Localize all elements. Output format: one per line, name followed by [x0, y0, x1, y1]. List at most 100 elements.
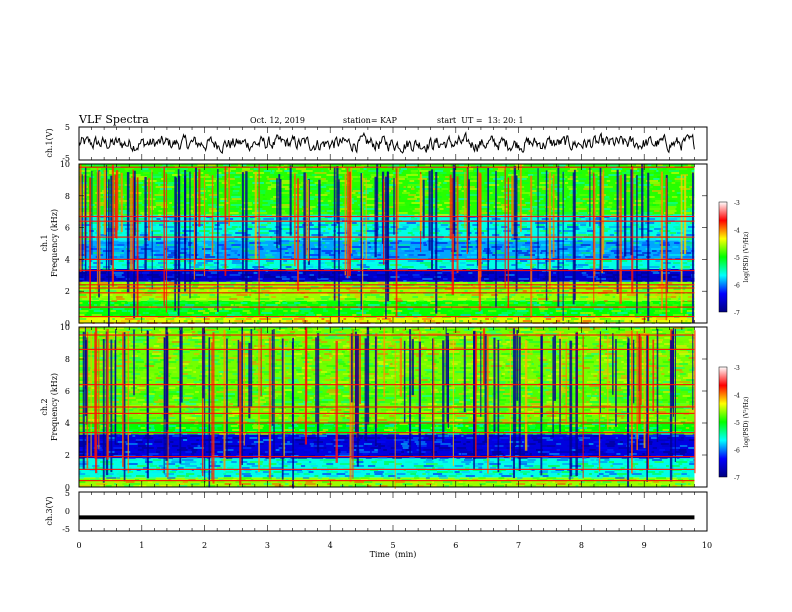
spectrogram-speckle — [644, 296, 647, 298]
spectrogram-speckle — [190, 327, 195, 329]
spectrogram-burst — [194, 167, 197, 260]
spectrogram-burst — [513, 165, 517, 240]
spectrogram-speckle — [198, 300, 209, 302]
spectrogram-speckle — [368, 170, 380, 172]
spectrogram-speckle — [647, 359, 651, 361]
spectrogram-speckle — [574, 302, 585, 304]
spectrogram-speckle — [252, 182, 264, 184]
spectrogram-speckle — [549, 329, 556, 331]
spectrogram-speckle — [408, 254, 414, 256]
spectrogram-speckle — [442, 182, 447, 184]
spectrogram-speckle — [280, 282, 285, 284]
spectrogram-speckle — [466, 341, 478, 343]
spectrogram-speckle — [645, 232, 648, 234]
spectrogram-speckle — [692, 333, 695, 335]
spectrogram-speckle — [212, 276, 222, 278]
spectrogram-speckle — [578, 248, 588, 250]
spectrogram-speckle — [98, 260, 111, 262]
spectrogram-speckle — [320, 202, 328, 204]
spectrogram-speckle — [656, 286, 659, 288]
spectrogram-speckle — [363, 208, 376, 210]
spectrogram-burst — [360, 173, 363, 310]
spectrogram-speckle — [173, 353, 183, 355]
spectrogram-speckle — [419, 262, 432, 264]
spectrogram-speckle — [585, 298, 596, 300]
spectrogram-speckle — [182, 363, 189, 365]
spectrogram-speckle — [603, 341, 611, 343]
spectrogram-speckle — [97, 234, 108, 236]
spectrogram-speckle — [241, 164, 247, 166]
spectrogram-speckle — [434, 170, 444, 172]
spectrogram-speckle — [141, 262, 146, 264]
spectrogram-speckle — [241, 170, 254, 172]
spectrogram-speckle — [439, 268, 443, 270]
spectrogram-speckle — [437, 335, 446, 337]
spectrogram-speckle — [640, 212, 653, 214]
spectrogram-speckle — [341, 351, 345, 353]
spectrogram-speckle — [405, 206, 415, 208]
spectrogram-speckle — [487, 184, 500, 186]
spectrogram-speckle — [322, 242, 326, 244]
spectrogram-speckle — [631, 180, 640, 182]
spectrogram-speckle — [477, 365, 487, 367]
spectrogram-speckle — [418, 300, 425, 302]
spectrogram-speckle — [552, 288, 555, 290]
spectrogram-speckle — [500, 176, 505, 178]
spectrogram-speckle — [628, 296, 639, 298]
spectrogram-speckle — [204, 365, 212, 367]
spectrogram-speckle — [121, 302, 125, 304]
spectrogram-speckle — [415, 268, 427, 270]
spectrogram-speckle — [89, 308, 100, 310]
spectrogram-speckle — [361, 218, 370, 220]
spectrogram-speckle — [598, 266, 609, 268]
spectrogram-speckle — [288, 272, 291, 274]
spectrogram-speckle — [542, 363, 549, 365]
spectrogram-speckle — [150, 250, 160, 252]
spectrogram-speckle — [185, 254, 191, 256]
spectrogram-speckle — [624, 186, 632, 188]
spectrogram-speckle — [442, 222, 453, 224]
spectrogram-speckle — [506, 182, 513, 184]
spectrogram-burst — [466, 168, 468, 254]
spectrogram-speckle — [142, 272, 150, 274]
spectrogram-speckle — [577, 264, 589, 266]
spectrogram-speckle — [176, 310, 188, 312]
spectrogram-speckle — [414, 272, 424, 274]
spectrogram-speckle — [256, 320, 262, 322]
spectrogram-speckle — [165, 212, 178, 214]
spectrogram-speckle — [410, 242, 423, 244]
spectrogram-speckle — [145, 286, 155, 288]
spectrogram-speckle — [621, 268, 631, 270]
spectrogram-speckle — [243, 240, 253, 242]
spectrogram-speckle — [523, 280, 530, 282]
spectrogram-speckle — [324, 353, 332, 355]
spectrogram-speckle — [418, 347, 427, 349]
spectrogram-speckle — [310, 260, 315, 262]
spectrogram-speckle — [629, 314, 635, 316]
spectrogram-speckle — [232, 260, 241, 262]
spectrogram-speckle — [131, 355, 138, 357]
spectrogram-speckle — [446, 206, 451, 208]
spectrogram-speckle — [219, 188, 229, 190]
spectrogram-speckle — [182, 230, 195, 232]
spectrogram-speckle — [423, 310, 428, 312]
spectrogram-speckle — [144, 238, 150, 240]
spectrogram-speckle — [79, 320, 90, 322]
spectrogram-speckle — [359, 288, 371, 290]
spectrogram-speckle — [551, 168, 558, 170]
spectrogram-speckle — [390, 182, 394, 184]
spectrogram-speckle — [108, 172, 121, 174]
spectrogram-speckle — [542, 228, 548, 230]
spectrogram-speckle — [308, 180, 313, 182]
spectrogram-speckle — [688, 339, 693, 341]
spectrogram-speckle — [640, 194, 650, 196]
spectrogram-speckle — [480, 200, 485, 202]
spectrogram-burst — [624, 174, 627, 257]
spectrogram-speckle — [678, 333, 685, 335]
spectrogram-speckle — [130, 196, 135, 198]
spectrogram-speckle — [399, 290, 404, 292]
spectrogram-speckle — [578, 206, 588, 208]
spectrogram-speckle — [301, 246, 305, 248]
spectrogram-speckle — [571, 343, 579, 345]
spectrogram-speckle — [228, 371, 237, 373]
